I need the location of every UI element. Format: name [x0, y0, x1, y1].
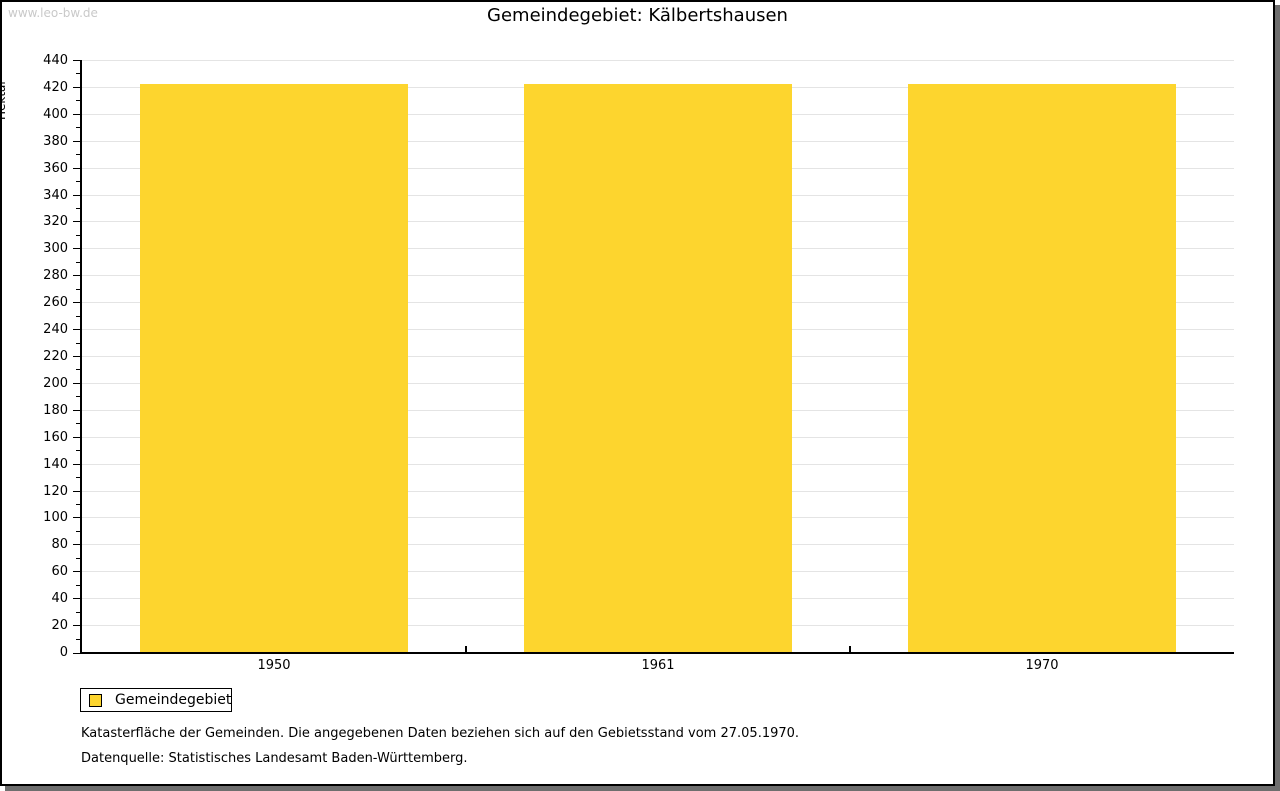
y-tick-label-320: 320 [43, 214, 68, 230]
y-minor-tick-350 [76, 181, 80, 183]
y-tick-label-20: 20 [51, 618, 68, 634]
footnote-data-source: Datenquelle: Statistisches Landesamt Bad… [81, 751, 468, 766]
bar-1950 [139, 84, 409, 652]
y-tick-260 [73, 302, 80, 304]
y-tick-label-0: 0 [59, 645, 68, 660]
y-minor-tick-30 [76, 611, 80, 613]
legend-swatch-icon [89, 693, 102, 707]
y-minor-tick-90 [76, 530, 80, 532]
y-tick-label-60: 60 [51, 564, 68, 580]
y-tick-300 [73, 248, 80, 250]
chart-title: Gemeindegebiet: Kälbertshausen [487, 5, 788, 26]
plot-area: 0 20 40 60 80 100 120 140 160 180 200 220 240 260 280 3… [43, 54, 1234, 673]
footnote-source-note: Katasterfläche der Gemeinden. Die angege… [81, 726, 800, 741]
y-minor-tick-70 [76, 557, 80, 559]
y-tick-60 [73, 571, 80, 573]
y-tick-label-80: 80 [51, 537, 68, 553]
y-tick-320 [73, 221, 80, 223]
y-tick-label-260: 260 [43, 295, 68, 311]
y-minor-tick-330 [76, 208, 80, 209]
y-tick-label-160: 160 [43, 429, 68, 445]
y-tick-280 [73, 275, 80, 277]
y-tick-label-100: 100 [43, 510, 68, 526]
y-tick-200 [73, 382, 80, 384]
y-tick-80 [73, 544, 80, 546]
y-minor-tick-190 [76, 396, 80, 398]
y-tick-label-340: 340 [43, 187, 68, 203]
y-minor-tick-10 [76, 638, 80, 640]
y-tick-label-400: 400 [43, 106, 68, 122]
y-tick-340 [73, 194, 80, 196]
y-tick-140 [73, 463, 80, 465]
x-tick-label-1970: 1970 [1025, 658, 1059, 673]
legend-label: Gemeindegebiet [115, 692, 232, 708]
y-tick-label-360: 360 [43, 160, 68, 176]
y-tick-label-420: 420 [43, 79, 68, 95]
y-minor-tick-110 [76, 504, 80, 505]
x-boundary-tick-2 [849, 646, 851, 652]
y-tick-label-380: 380 [43, 133, 68, 149]
y-tick-420 [73, 86, 80, 88]
y-tick-label-280: 280 [43, 268, 68, 284]
y-minor-tick-310 [76, 234, 80, 236]
y-minor-tick-210 [76, 369, 80, 371]
y-tick-label-180: 180 [43, 402, 68, 418]
y-minor-tick-170 [76, 423, 80, 425]
y-minor-tick-150 [76, 450, 80, 452]
watermark: www.leo-bw.de [8, 6, 98, 20]
y-tick-label-220: 220 [43, 349, 68, 364]
x-tick-label-1961: 1961 [641, 658, 675, 673]
y-tick-0 [73, 653, 80, 654]
y-tick-label-120: 120 [43, 483, 68, 499]
y-tick-label-40: 40 [51, 591, 68, 607]
y-tick-100 [73, 517, 80, 519]
y-tick-label-200: 200 [43, 375, 68, 391]
gridline-440 [82, 60, 1234, 61]
y-tick-180 [73, 409, 80, 411]
y-tick-220 [73, 356, 80, 357]
bar-1970 [907, 84, 1177, 652]
y-tick-label-440: 440 [43, 53, 68, 68]
y-minor-tick-290 [76, 261, 80, 263]
y-tick-380 [73, 140, 80, 142]
y-minor-tick-230 [76, 342, 80, 344]
y-minor-tick-270 [76, 288, 80, 290]
y-minor-tick-410 [76, 100, 80, 102]
legend-box: Gemeindegebiet [80, 688, 232, 712]
y-tick-label-140: 140 [43, 456, 68, 472]
bar-1961 [523, 84, 793, 652]
y-minor-tick-250 [76, 315, 80, 317]
y-tick-20 [73, 625, 80, 627]
y-minor-tick-390 [76, 127, 80, 129]
y-tick-120 [73, 490, 80, 492]
x-boundary-tick-1 [465, 646, 467, 652]
y-minor-tick-370 [76, 154, 80, 156]
y-tick-label-300: 300 [43, 241, 68, 257]
y-minor-tick-430 [76, 73, 80, 75]
y-minor-tick-50 [76, 584, 80, 586]
y-tick-240 [73, 329, 80, 331]
y-tick-400 [73, 113, 80, 115]
x-tick-label-1950: 1950 [257, 658, 291, 673]
y-minor-tick-130 [76, 477, 80, 479]
y-tick-label-240: 240 [43, 322, 68, 338]
y-tick-440 [73, 60, 80, 61]
y-tick-360 [73, 167, 80, 169]
y-tick-40 [73, 598, 80, 600]
y-tick-160 [73, 436, 80, 438]
